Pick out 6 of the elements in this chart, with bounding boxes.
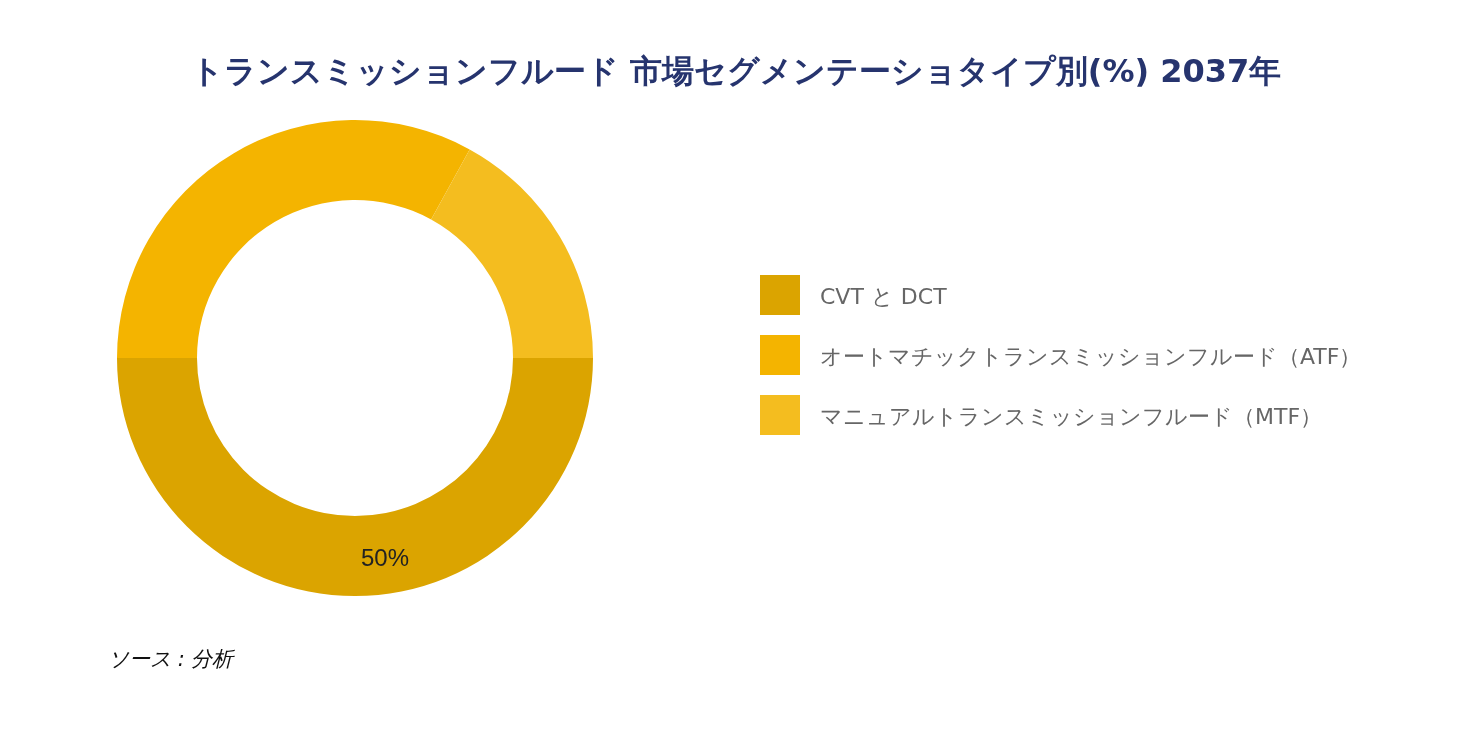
legend-label: オートマチックトランスミッションフルード（ATF）: [820, 344, 1362, 369]
legend-label: マニュアルトランスミッションフルード（MTF）: [820, 404, 1323, 429]
chart-title: トランスミッションフルード 市場セグメンテーショタイプ別(%) 2037年: [190, 52, 1282, 90]
text: ソース : 分析: [108, 647, 236, 671]
legend-label: CVT と DCT: [820, 284, 948, 309]
data-label: 50%: [360, 544, 410, 571]
